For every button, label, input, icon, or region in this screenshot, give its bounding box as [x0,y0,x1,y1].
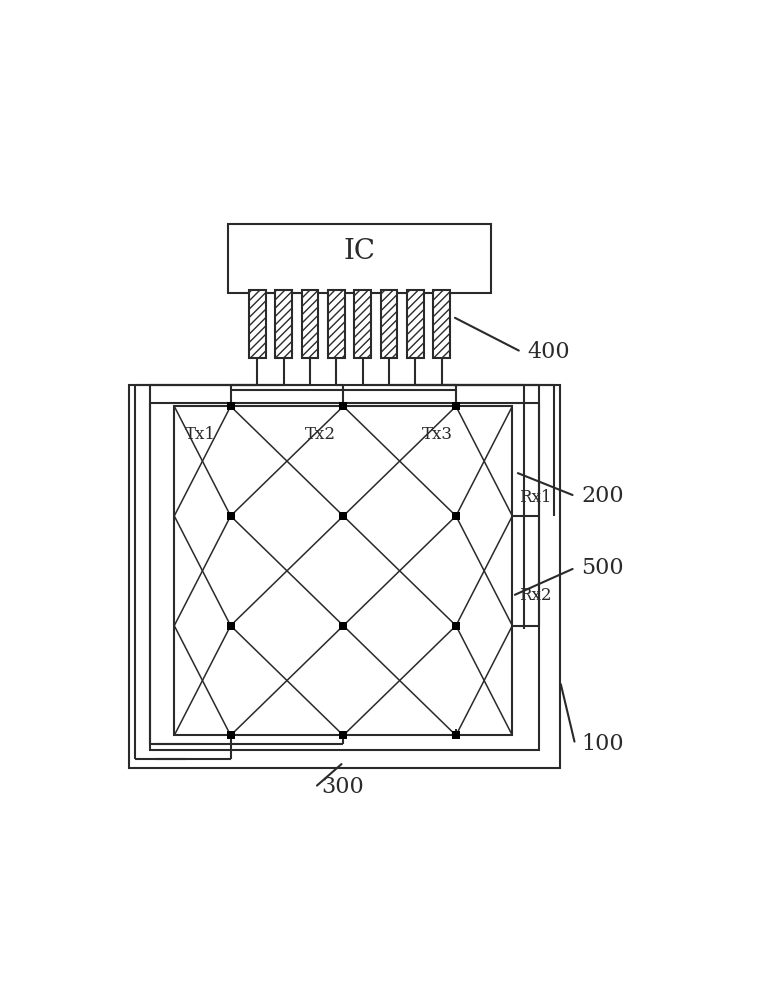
Bar [407,290,424,358]
Text: Tx3: Tx3 [422,426,452,443]
Bar [276,290,292,358]
Bar [381,290,398,358]
Bar [302,290,319,358]
Bar [276,290,292,358]
Bar [229,224,492,293]
Bar [354,290,371,358]
Text: 300: 300 [321,776,364,798]
Bar [302,290,319,358]
Text: Rx2: Rx2 [519,587,551,604]
Text: IC: IC [344,238,376,265]
Text: 100: 100 [581,733,624,755]
Bar [407,290,424,358]
Bar [151,403,540,750]
Bar [249,290,266,358]
Bar [328,290,345,358]
Text: Tx2: Tx2 [305,426,336,443]
Bar [433,290,450,358]
Text: 200: 200 [581,485,624,507]
Bar [130,385,560,768]
Bar [174,406,513,735]
Text: 500: 500 [581,557,624,579]
Bar [249,290,266,358]
Bar [354,290,371,358]
Bar [328,290,345,358]
Text: Tx1: Tx1 [185,426,216,443]
Text: 400: 400 [527,341,570,363]
Bar [381,290,398,358]
Bar [433,290,450,358]
Text: Rx1: Rx1 [519,489,551,506]
